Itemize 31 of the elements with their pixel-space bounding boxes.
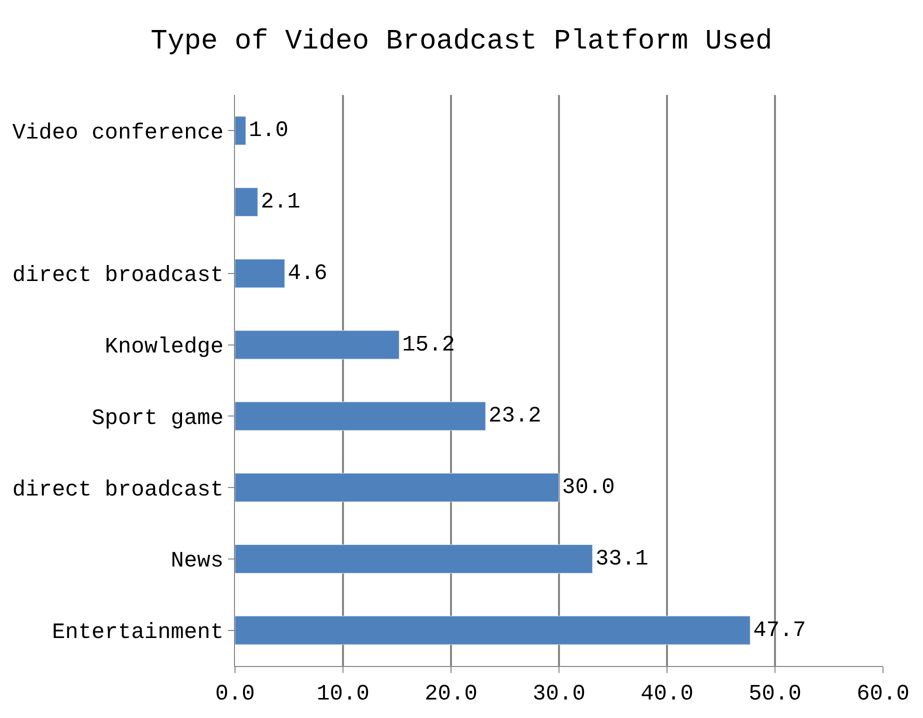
x-tick-label: 50.0 [748,681,802,706]
y-tick-label: Knowledge [104,334,224,360]
bar [235,473,560,502]
bar [235,616,750,645]
y-tick-label: Video conference [12,120,224,146]
y-tick-label: News [170,548,224,574]
bar [235,258,285,288]
y-tick-label: Entertainment [52,620,224,646]
data-label: 2.1 [260,190,300,215]
x-tick-label: 60.0 [856,681,910,706]
data-label: 1.0 [248,118,288,144]
x-tick-label: 0.0 [215,681,255,706]
bar [235,188,258,217]
y-tick-label: direct broadcast [12,263,224,288]
y-tick-label: direct broadcast [12,477,224,502]
bar [235,402,486,431]
x-tick-label: 10.0 [316,681,370,706]
bar [235,116,246,146]
data-label: 23.2 [488,404,542,429]
y-tick-label: Sport game [92,406,224,431]
data-label: 47.7 [753,618,806,643]
chart-title: Type of Video Broadcast Platform Used [150,26,772,58]
x-tick-label: 30.0 [532,681,586,706]
bar [235,330,400,360]
x-tick-label: 20.0 [424,681,478,706]
data-label: 30.0 [562,475,615,500]
x-tick-label: 40.0 [640,681,694,706]
bar [235,544,593,574]
data-label: 4.6 [288,260,328,286]
data-label: 15.2 [402,332,455,358]
data-label: 33.1 [595,546,648,572]
